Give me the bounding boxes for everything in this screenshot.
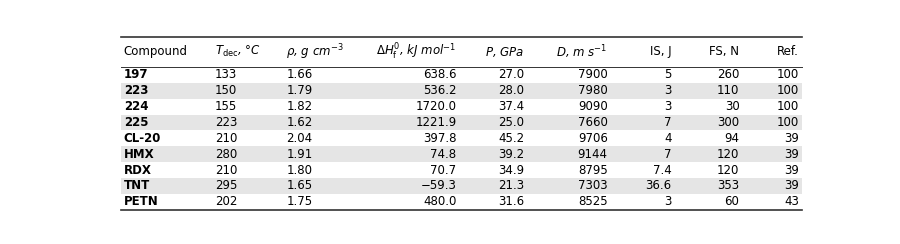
Text: 34.9: 34.9	[499, 163, 525, 176]
Text: 225: 225	[123, 116, 148, 129]
Text: 3: 3	[664, 84, 671, 97]
Text: 353: 353	[717, 179, 740, 192]
Text: $P$, GPa: $P$, GPa	[485, 45, 525, 59]
Text: 2.04: 2.04	[286, 132, 312, 145]
Text: 21.3: 21.3	[499, 179, 525, 192]
Text: 60: 60	[724, 195, 740, 208]
Text: 536.2: 536.2	[423, 84, 456, 97]
Text: 1.62: 1.62	[286, 116, 312, 129]
Text: 43: 43	[784, 195, 799, 208]
Text: 295: 295	[214, 179, 237, 192]
Text: 7980: 7980	[578, 84, 608, 97]
Text: Ref.: Ref.	[777, 45, 799, 58]
Text: IS, J: IS, J	[650, 45, 671, 58]
Text: 70.7: 70.7	[430, 163, 456, 176]
Text: 150: 150	[214, 84, 237, 97]
Text: 7660: 7660	[578, 116, 608, 129]
Text: $T_\mathrm{dec}$, °C: $T_\mathrm{dec}$, °C	[214, 44, 260, 60]
Text: 9144: 9144	[578, 148, 608, 161]
Text: $\Delta H^\mathrm{0}_\mathrm{f}$, kJ mol$^{-1}$: $\Delta H^\mathrm{0}_\mathrm{f}$, kJ mol…	[376, 42, 456, 62]
Text: 1.82: 1.82	[286, 100, 312, 113]
Text: 39.2: 39.2	[499, 148, 525, 161]
Text: 224: 224	[123, 100, 148, 113]
Text: 1.79: 1.79	[286, 84, 312, 97]
Bar	[121, 115, 802, 131]
Text: 45.2: 45.2	[499, 132, 525, 145]
Text: 210: 210	[214, 132, 237, 145]
Text: 1221.9: 1221.9	[415, 116, 456, 129]
Text: 9706: 9706	[578, 132, 608, 145]
Text: PETN: PETN	[123, 195, 158, 208]
Text: 4: 4	[664, 132, 671, 145]
Text: FS, N: FS, N	[709, 45, 740, 58]
Text: 39: 39	[784, 163, 799, 176]
Text: 202: 202	[214, 195, 237, 208]
Text: 27.0: 27.0	[499, 69, 525, 81]
Text: 7303: 7303	[578, 179, 608, 192]
Text: 197: 197	[123, 69, 148, 81]
Text: 397.8: 397.8	[423, 132, 456, 145]
Text: 30: 30	[724, 100, 740, 113]
Text: 155: 155	[214, 100, 237, 113]
Text: 1.65: 1.65	[286, 179, 312, 192]
Text: 120: 120	[717, 148, 740, 161]
Text: 1.66: 1.66	[286, 69, 312, 81]
Text: 25.0: 25.0	[499, 116, 525, 129]
Text: 31.6: 31.6	[499, 195, 525, 208]
Bar	[121, 178, 802, 194]
Text: 39: 39	[784, 132, 799, 145]
Text: 36.6: 36.6	[645, 179, 671, 192]
Text: 1.91: 1.91	[286, 148, 312, 161]
Text: HMX: HMX	[123, 148, 154, 161]
Text: 7: 7	[664, 116, 671, 129]
Text: 3: 3	[664, 195, 671, 208]
Text: 260: 260	[717, 69, 740, 81]
Text: 120: 120	[717, 163, 740, 176]
Text: 100: 100	[777, 69, 799, 81]
Bar	[121, 146, 802, 162]
Text: 100: 100	[777, 100, 799, 113]
Text: 7: 7	[664, 148, 671, 161]
Text: 280: 280	[214, 148, 237, 161]
Text: 74.8: 74.8	[430, 148, 456, 161]
Text: 8525: 8525	[578, 195, 608, 208]
Text: TNT: TNT	[123, 179, 150, 192]
Text: 94: 94	[724, 132, 740, 145]
Text: 110: 110	[717, 84, 740, 97]
Text: 223: 223	[214, 116, 237, 129]
Text: Compound: Compound	[123, 45, 188, 58]
Text: 300: 300	[717, 116, 740, 129]
Text: 3: 3	[664, 100, 671, 113]
Text: 7900: 7900	[578, 69, 608, 81]
Text: 28.0: 28.0	[499, 84, 525, 97]
Text: 100: 100	[777, 84, 799, 97]
Text: 5: 5	[664, 69, 671, 81]
Text: CL-20: CL-20	[123, 132, 161, 145]
Text: 638.6: 638.6	[423, 69, 456, 81]
Text: 8795: 8795	[578, 163, 608, 176]
Text: RDX: RDX	[123, 163, 151, 176]
Text: 39: 39	[784, 148, 799, 161]
Text: 100: 100	[777, 116, 799, 129]
Text: 9090: 9090	[578, 100, 608, 113]
Text: −59.3: −59.3	[420, 179, 456, 192]
Text: 1.75: 1.75	[286, 195, 312, 208]
Text: 7.4: 7.4	[652, 163, 671, 176]
Text: $D$, m s$^{-1}$: $D$, m s$^{-1}$	[556, 43, 608, 61]
Text: 133: 133	[214, 69, 237, 81]
Bar	[121, 83, 802, 99]
Text: 480.0: 480.0	[423, 195, 456, 208]
Text: $\rho$, g cm$^{-3}$: $\rho$, g cm$^{-3}$	[286, 42, 344, 62]
Text: 39: 39	[784, 179, 799, 192]
Text: 37.4: 37.4	[499, 100, 525, 113]
Text: 210: 210	[214, 163, 237, 176]
Text: 223: 223	[123, 84, 148, 97]
Text: 1.80: 1.80	[286, 163, 312, 176]
Text: 1720.0: 1720.0	[416, 100, 456, 113]
